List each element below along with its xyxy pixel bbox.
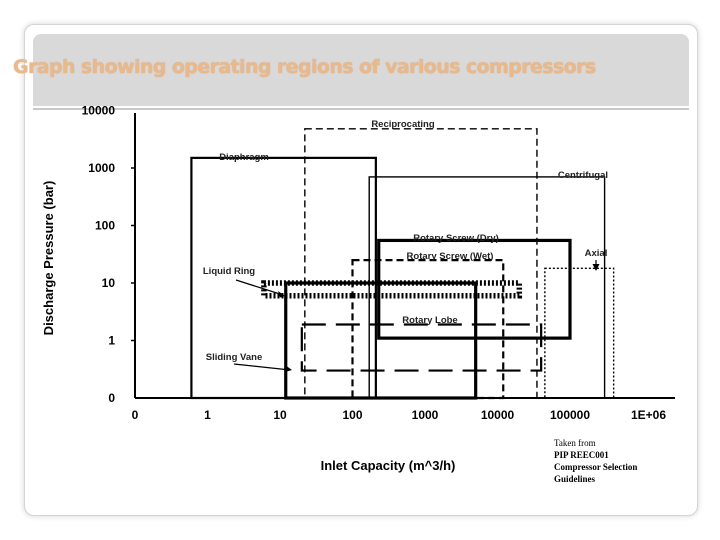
y-tick-label: 1 <box>108 334 115 348</box>
region-label: Rotary Screw (Wet) <box>407 251 494 262</box>
region-sliding-vane <box>284 281 478 400</box>
source-line: Taken from <box>554 438 596 448</box>
x-axis-label: Inlet Capacity (m^3/h) <box>321 458 456 473</box>
region-labels: Diaphragm Reciprocating Centrifugal Rotary … <box>203 119 608 363</box>
region-label: Axial <box>585 248 608 259</box>
region-liquid-ring <box>261 280 523 299</box>
slide <box>24 24 698 516</box>
leader-line <box>233 363 291 371</box>
region-label: Reciprocating <box>371 119 435 130</box>
slide-title: Graph showing operating regions of vario… <box>13 56 596 78</box>
y-tick-labels: 0 1 10 100 1000 10000 <box>82 104 116 406</box>
arrowhead <box>592 264 600 271</box>
region-centrifugal <box>368 176 606 399</box>
y-tick-label: 100 <box>95 219 115 233</box>
region-label: Liquid Ring <box>203 266 255 277</box>
y-tick-label: 0 <box>108 391 115 405</box>
y-tick-label: 1000 <box>88 161 115 175</box>
x-tick-label: 1 <box>204 408 211 422</box>
y-tick-label: 10 <box>102 276 116 290</box>
leader-line <box>235 279 284 296</box>
arrowhead <box>285 365 292 372</box>
region-diaphragm <box>190 156 377 400</box>
source-note: Taken from PIP REEC001 Compressor Select… <box>554 437 674 485</box>
region-label: Rotary Lobe <box>402 315 457 326</box>
title-band <box>33 34 689 106</box>
leader-arrows <box>233 260 600 372</box>
region-axial <box>544 267 615 399</box>
region-label: Rotary Screw (Dry) <box>413 233 499 244</box>
y-tick-label: 10000 <box>82 104 116 118</box>
region-label: Sliding Vane <box>206 352 263 363</box>
region-boxes <box>190 128 615 400</box>
region-rotary-lobe <box>300 323 543 372</box>
source-line: PIP REEC001 <box>554 450 609 460</box>
title-divider <box>33 108 689 110</box>
region-reciprocating <box>304 128 538 399</box>
region-label: Centrifugal <box>558 170 608 181</box>
x-tick-label: 10000 <box>481 408 515 422</box>
x-tick-label: 100 <box>342 408 362 422</box>
x-tick-label: 10 <box>273 408 287 422</box>
x-tick-label: 100000 <box>550 408 590 422</box>
source-line: Compressor Selection <box>554 462 638 472</box>
region-label: Diaphragm <box>219 152 269 163</box>
x-tick-label: 1E+06 <box>631 408 666 422</box>
arrowhead <box>278 291 285 298</box>
x-tick-label: 1000 <box>412 408 439 422</box>
source-line: Guidelines <box>554 474 596 484</box>
x-tick-label: 0 <box>132 408 139 422</box>
y-axis-label: Discharge Pressure (bar) <box>41 181 56 336</box>
x-tick-labels: 0 1 10 100 1000 10000 100000 1E+06 <box>132 408 667 422</box>
